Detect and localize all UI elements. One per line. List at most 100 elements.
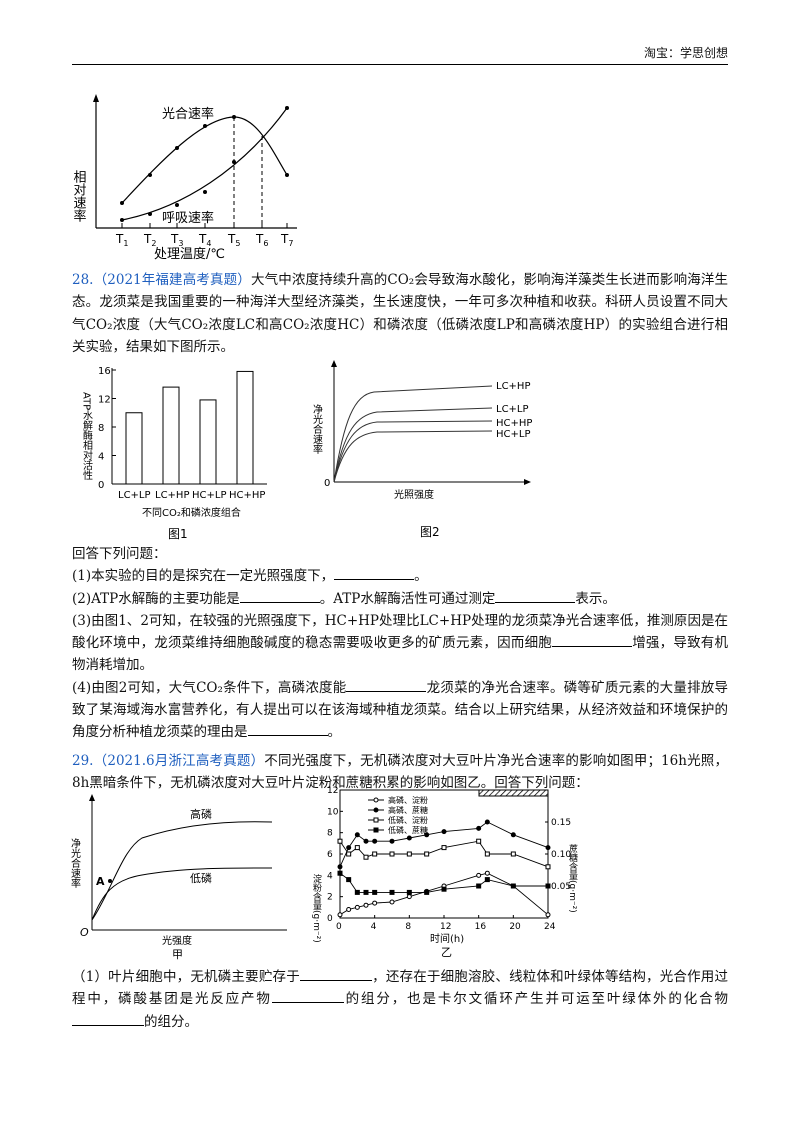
fig-b-point bbox=[363, 889, 369, 895]
fig-b-point bbox=[363, 838, 369, 844]
q29-blank3[interactable] bbox=[72, 1011, 144, 1026]
fig-b-point bbox=[510, 883, 516, 889]
fig-b-point bbox=[389, 838, 395, 844]
fig1-xlabel: 不同CO₂和磷浓度组合 bbox=[142, 506, 241, 519]
fig-b-point bbox=[354, 904, 360, 910]
fig-b-xtick-label: 8 bbox=[405, 922, 411, 932]
fig-b-xtick-label: 16 bbox=[475, 922, 487, 932]
fig-b-series bbox=[337, 819, 551, 918]
fig-b-point bbox=[484, 851, 490, 857]
q28-sub2: (2)ATP水解酶的主要功能是 。ATP水解酶活性可通过测定 表示。 bbox=[72, 588, 728, 610]
fig-b-point bbox=[346, 845, 352, 851]
fig-b-point bbox=[476, 838, 482, 844]
fig-b-xlabel: 时间(h) bbox=[430, 932, 464, 945]
q28-sub1-end: 。 bbox=[414, 568, 428, 585]
x-tick-label: T5 bbox=[227, 232, 240, 248]
fig2-label-lc-lp: LC+LP bbox=[496, 404, 529, 415]
fig-b-point bbox=[372, 900, 378, 906]
fig2-x-arrow bbox=[524, 479, 531, 485]
legend-label: 低磷、蔗糖 bbox=[388, 825, 428, 835]
fig-b-ytick-label: 6 bbox=[327, 850, 333, 860]
fig-b-series-line bbox=[339, 821, 549, 867]
fig-b-xtick-label: 20 bbox=[509, 922, 521, 932]
q29-intro-text: 不同光强度下，无机磷浓度对大豆叶片净光合速率的影响如图甲；16h光照，8h黑暗条… bbox=[72, 753, 728, 792]
legend-label: 高磷、蔗糖 bbox=[388, 805, 428, 815]
fig1-bar bbox=[162, 386, 180, 485]
x-tick-label: T6 bbox=[255, 232, 268, 248]
q28-sub1: (1)本实验的目的是探究在一定光照强度下， 。 bbox=[72, 565, 728, 587]
fig-b-point bbox=[476, 872, 482, 878]
q28-blank5[interactable] bbox=[346, 677, 427, 692]
fig-a-point-a bbox=[108, 879, 112, 883]
fig-b-point bbox=[441, 886, 447, 892]
q29-sub1-end: 的组分。 bbox=[144, 1013, 198, 1030]
fig-b-point bbox=[406, 889, 412, 895]
fig-b-point bbox=[424, 832, 430, 838]
fig-b-xtick-label: 12 bbox=[440, 922, 451, 932]
fig1-category-label: HC+LP bbox=[192, 490, 226, 501]
fig-b-ytick-label: 10 bbox=[327, 807, 339, 817]
q28-sub3: (3)由图1、2可知，在较强的光照强度下，HC+HP处理比LC+HP处理的龙须菜… bbox=[72, 610, 728, 677]
fig-b-point bbox=[484, 870, 490, 876]
q29-blank1[interactable] bbox=[299, 966, 372, 981]
fig-b-point bbox=[476, 825, 482, 831]
fig-b-point bbox=[545, 912, 551, 918]
fig2-curve-lc-hp bbox=[333, 385, 493, 483]
fig-b-yticks: 0 2 4 6 8 10 12 bbox=[327, 786, 343, 924]
q28-sub2-end: 表示。 bbox=[575, 590, 616, 607]
fig-b-point bbox=[389, 851, 395, 857]
fig-b-series-line bbox=[339, 872, 549, 916]
q29-sub1-text: （1）叶片细胞中，无机磷主要贮存于 bbox=[72, 969, 300, 985]
fig1-category-label: LC+HP bbox=[155, 490, 189, 501]
q28-blank3[interactable] bbox=[495, 588, 576, 603]
q28-sub1-text: (1)本实验的目的是探究在一定光照强度下， bbox=[72, 568, 335, 585]
fig-b-point bbox=[346, 877, 352, 883]
fig-b-point bbox=[372, 838, 378, 844]
fig-b-y2tick-label: 0.15 bbox=[551, 818, 571, 828]
fig-b-ytick-label: 12 bbox=[327, 786, 338, 796]
fig-b-ytick-label: 0 bbox=[327, 914, 333, 924]
q28-blank2[interactable] bbox=[239, 588, 320, 603]
q29-intro: 29.（2021.6月浙江高考真题）不同光强度下，无机磷浓度对大豆叶片净光合速率… bbox=[72, 750, 728, 795]
y-axis-arrow bbox=[93, 94, 99, 102]
fig-a-high-curve bbox=[91, 821, 273, 921]
fig1-bar bbox=[236, 370, 254, 485]
fig-b-xtick-label: 4 bbox=[371, 922, 377, 932]
fig-b-point bbox=[389, 889, 395, 895]
fig-b-point bbox=[354, 889, 360, 895]
x-ticks: T1 T2 T3 T4 T5 T6 T7 bbox=[115, 223, 293, 248]
fig1-ytick-label: 0 bbox=[98, 480, 104, 491]
q29-blank2[interactable] bbox=[271, 988, 344, 1004]
respiration-label: 呼吸速率 bbox=[162, 210, 214, 226]
fig-b-point bbox=[346, 851, 352, 857]
fig-a-y-arrow bbox=[89, 794, 95, 801]
fig2-caption: 图2 bbox=[420, 525, 440, 539]
fig-b-point bbox=[441, 829, 447, 835]
q28-blank4[interactable] bbox=[552, 632, 632, 648]
fig2-label-hc-lp: HC+LP bbox=[496, 429, 530, 440]
q28-blank1[interactable] bbox=[334, 565, 415, 581]
fig-b-ytick-label: 4 bbox=[327, 871, 333, 881]
fig-b-ytick-label: 8 bbox=[327, 829, 333, 839]
fig-a-low-label: 低磷 bbox=[190, 872, 212, 885]
q29-source: （2021.6月浙江高考真题） bbox=[93, 753, 265, 769]
fig-b-point bbox=[372, 889, 378, 895]
fig2-line-chart: 净光合速率 0 LC+HP LC+LP HC+HP HC+LP 光照强度 图2 bbox=[311, 360, 532, 539]
fig-b-point bbox=[363, 854, 369, 860]
fig-b-point bbox=[372, 851, 378, 857]
fig-b-point bbox=[337, 838, 343, 844]
fig-b-point bbox=[406, 851, 412, 857]
q28-sub4: (4)由图2可知，大气CO₂条件下，高磷浓度能 龙须菜的净光合速率。磷等矿质元素的… bbox=[72, 677, 728, 744]
q28-blank6[interactable] bbox=[247, 721, 328, 737]
fig1-category-label: HC+HP bbox=[229, 490, 265, 501]
fig1-bar bbox=[199, 399, 217, 485]
fig-b-point bbox=[510, 851, 516, 857]
fig2-origin: 0 bbox=[324, 478, 330, 489]
fig2-ylabel: 净光合速率 bbox=[311, 403, 323, 455]
x-tick-label: T3 bbox=[170, 232, 183, 248]
fig1-caption: 图1 bbox=[168, 527, 188, 541]
fig2-y-arrow bbox=[331, 360, 337, 367]
q28-sub3-text: (3)由图1、2可知，在较强的光照强度下，HC+HP处理比LC+HP处理的龙须菜… bbox=[72, 612, 728, 652]
